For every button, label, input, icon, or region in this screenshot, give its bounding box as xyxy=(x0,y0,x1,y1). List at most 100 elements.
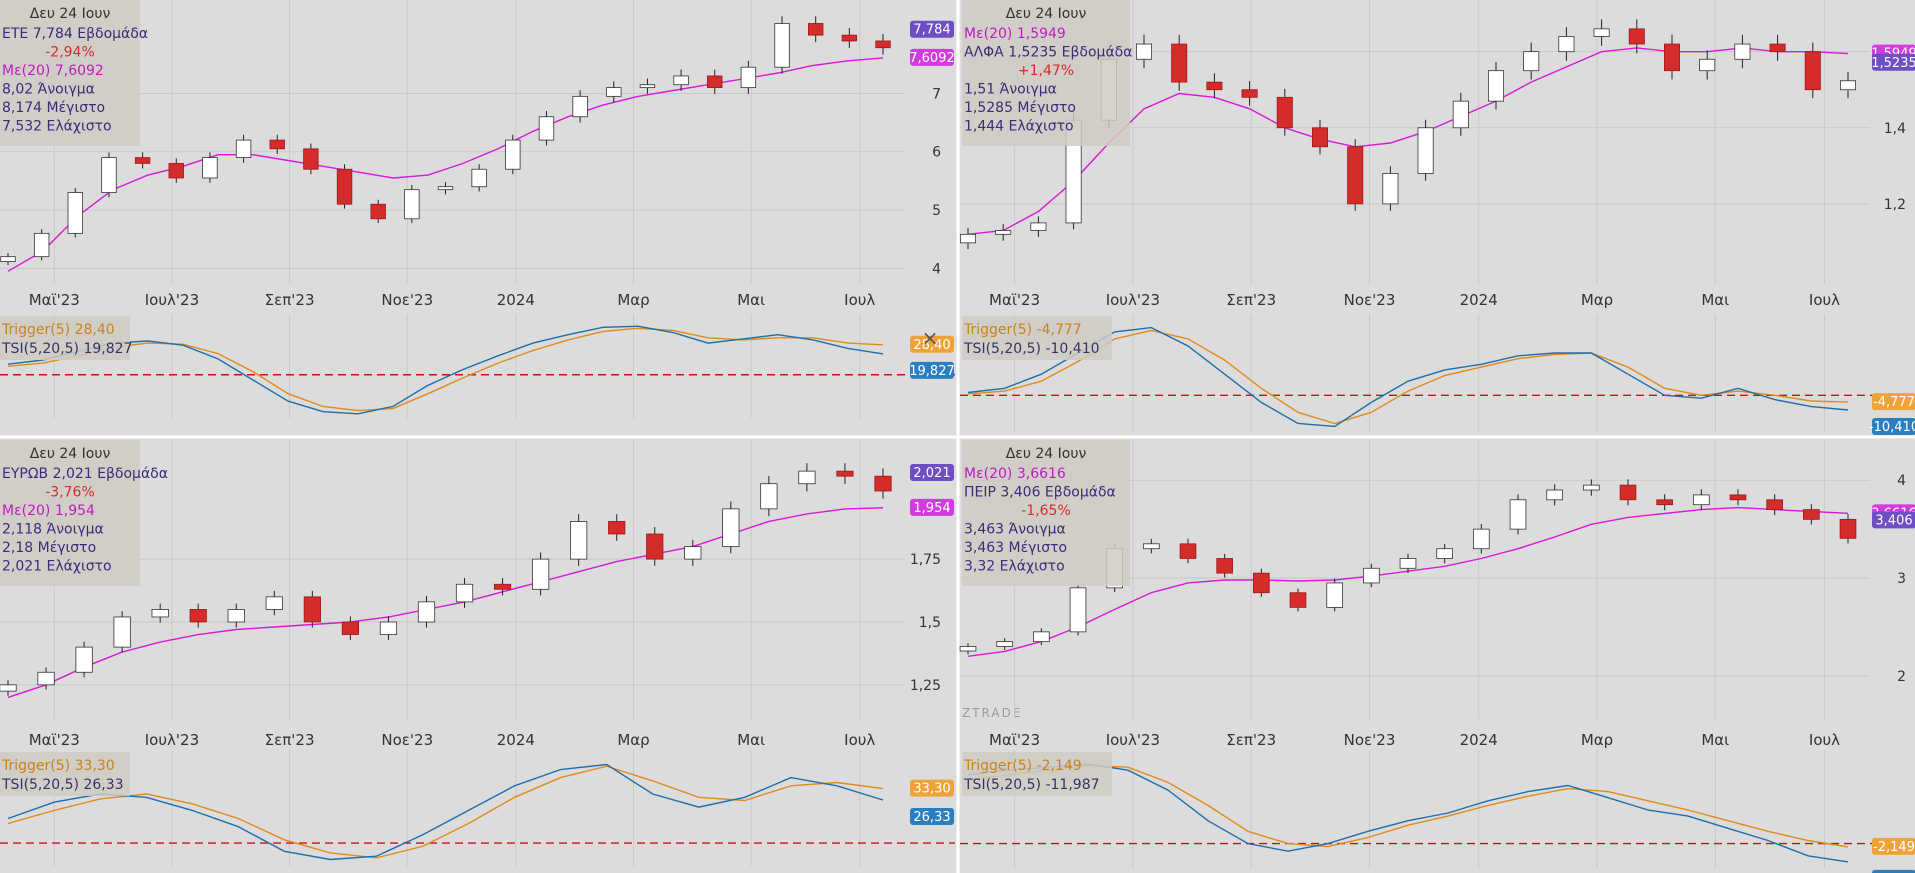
candle-down xyxy=(370,203,386,220)
x-tick-label: Νοε'23 xyxy=(381,291,433,309)
candle-up xyxy=(532,558,550,590)
info-date: Δευ 24 Ιουν xyxy=(30,446,111,462)
trigger-value-label: -2,149 xyxy=(1873,840,1915,855)
candle-up xyxy=(774,23,790,68)
candle-up xyxy=(1693,494,1710,506)
tsi-value-badge xyxy=(910,361,954,379)
candle-up xyxy=(1473,528,1490,550)
candle-up xyxy=(1326,582,1343,608)
info-date: Δευ 24 Ιουν xyxy=(30,6,111,22)
chart-panel-ΠΕΙΡ: Μαϊ'23 Ιουλ'23 Σεπ'23 Νοε'23 2024 Μαρ Μαι Ιουλ 2… xyxy=(959,440,1915,873)
last-price-label: 3,406 xyxy=(1875,513,1912,528)
tsi-info-box xyxy=(962,752,1112,796)
x-tick-label: Μαϊ'23 xyxy=(989,291,1040,309)
info-line: 3,463 Άνοιγμα xyxy=(964,522,1066,538)
tsi-label: TSI(5,20,5) 19,827 xyxy=(1,341,132,357)
candle-down xyxy=(836,470,854,477)
tsi-line xyxy=(7,763,884,861)
candle-down xyxy=(1839,518,1857,539)
last-price-badge xyxy=(910,464,954,482)
candle-up xyxy=(959,646,977,652)
candle-up xyxy=(417,601,436,623)
chart-panel-ΕΤΕ: Μαϊ'23 Ιουλ'23 Σεπ'23 Νοε'23 2024 Μαρ Μαι Ιουλ 4… xyxy=(0,0,955,418)
last-price-badge xyxy=(910,20,954,38)
y-tick-label: 1,4 xyxy=(1884,121,1906,137)
candle-down xyxy=(1769,43,1786,53)
trigger-label: Trigger(5) -2,149 xyxy=(963,758,1082,774)
tsi-label: TSI(5,20,5) 26,33 xyxy=(1,777,124,793)
candle-up xyxy=(227,609,245,623)
y-tick-label: 4 xyxy=(1897,473,1906,489)
candle-up xyxy=(740,66,757,89)
tsi-line xyxy=(967,763,1849,863)
x-tick-label: Σεπ'23 xyxy=(265,291,315,309)
candle-down xyxy=(1253,572,1270,594)
y-tick-label: 7 xyxy=(932,86,941,102)
ma-value-badge xyxy=(910,498,954,516)
x-tick-label: Νοε'23 xyxy=(1344,731,1396,749)
info-date: Δευ 24 Ιουν xyxy=(1006,446,1087,462)
y-tick-label: 2 xyxy=(1897,669,1906,685)
candle-up xyxy=(471,168,487,188)
ma-value-label: 7,6092 xyxy=(909,51,955,66)
info-line: 2,118 Άνοιγμα xyxy=(2,522,104,538)
candle-up xyxy=(404,189,420,220)
x-tick-label: Ιουλ'23 xyxy=(145,291,199,309)
x-tick-label: Μαι xyxy=(737,731,765,749)
candle-up xyxy=(538,116,555,141)
candle-down xyxy=(1628,28,1645,45)
candle-up xyxy=(67,192,83,234)
info-line: Με(20) 1,954 xyxy=(2,503,95,519)
x-tick-label: Μαϊ'23 xyxy=(989,731,1040,749)
y-tick-label: 1,2 xyxy=(1884,197,1906,213)
y-tick-label: 5 xyxy=(932,203,941,219)
candle-up xyxy=(1069,587,1087,633)
x-tick-label: 2024 xyxy=(497,731,535,749)
candle-up xyxy=(33,232,50,258)
tsi-value-badge xyxy=(1872,418,1915,435)
info-line: Με(20) 1,5949 xyxy=(964,26,1066,42)
info-line: -3,76% xyxy=(45,485,95,501)
x-tick-label: 2024 xyxy=(497,291,535,309)
ma-value-badge xyxy=(910,48,954,66)
candle-up xyxy=(1523,51,1540,72)
candle-down xyxy=(341,621,359,635)
trigger-line xyxy=(7,765,884,859)
candle-up xyxy=(1509,499,1527,530)
candle-up xyxy=(1399,558,1417,569)
trigger-line xyxy=(967,329,1849,425)
x-tick-label: Μαι xyxy=(737,291,765,309)
candle-up xyxy=(1143,543,1160,550)
info-line: -1,65% xyxy=(1021,503,1071,519)
x-tick-label: Νοε'23 xyxy=(1344,291,1396,309)
candle-down xyxy=(303,596,321,623)
candle-up xyxy=(1363,567,1380,584)
candle-up xyxy=(1593,28,1610,37)
tsi-value-label: 26,33 xyxy=(913,810,950,825)
info-line: +1,47% xyxy=(1018,63,1074,79)
candle-up xyxy=(265,596,283,610)
info-line: 1,51 Άνοιγμα xyxy=(964,82,1057,98)
candle-up xyxy=(37,671,55,686)
last-price-label: 2,021 xyxy=(913,466,950,481)
ma-value-label: 1,954 xyxy=(913,501,950,516)
candle-down xyxy=(875,40,891,49)
last-price-badge xyxy=(1872,53,1915,71)
watermark: ZTRADE xyxy=(962,706,1022,720)
trigger-label: Trigger(5) 33,30 xyxy=(1,758,115,774)
candle-down xyxy=(1729,494,1747,501)
candle-up xyxy=(437,186,454,191)
tsi-value-label: -10,410 xyxy=(1869,420,1915,435)
info-line: 2,021 Ελάχιστο xyxy=(2,559,112,575)
info-line: 3,32 Ελάχιστο xyxy=(964,559,1065,575)
candle-down xyxy=(1289,592,1307,608)
trigger-value-badge xyxy=(910,335,954,353)
candle-down xyxy=(134,157,151,164)
x-tick-label: 2024 xyxy=(1460,731,1498,749)
candle-up xyxy=(455,583,474,603)
candle-up xyxy=(1417,127,1434,174)
candle-down xyxy=(1179,543,1197,559)
x-tick-label: Μαρ xyxy=(1581,731,1613,749)
info-line: ΑΛΦΑ 1,5235 Εβδομάδα xyxy=(964,45,1132,61)
